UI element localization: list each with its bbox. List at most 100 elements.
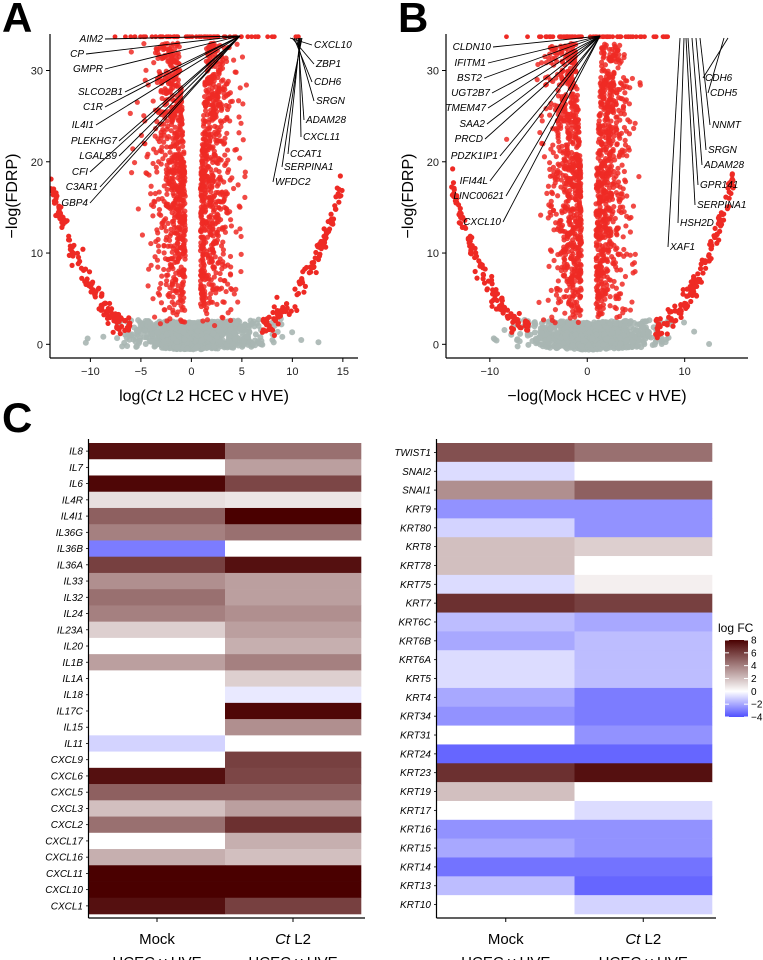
sig-point (574, 126, 580, 132)
sig-point (179, 184, 185, 190)
sig-point (551, 169, 557, 175)
sig-point (593, 301, 599, 307)
sig-point (207, 124, 213, 130)
tail-point (313, 249, 319, 256)
sig-point (175, 250, 181, 256)
sig-point (627, 307, 634, 313)
sig-point (608, 215, 614, 221)
nonsig-point (231, 336, 238, 343)
sig-point (611, 278, 617, 285)
sig-point (218, 104, 224, 110)
sig-point (596, 294, 602, 300)
sig-point (168, 43, 175, 49)
sig-point (615, 47, 621, 53)
sig-point (242, 173, 248, 180)
sig-point (165, 220, 171, 227)
sig-point (203, 162, 209, 168)
sig-point (217, 277, 224, 283)
sig-point (161, 139, 167, 145)
sig-point (618, 130, 625, 136)
sig-point (167, 181, 173, 187)
nonsig-point (613, 320, 620, 327)
capped-point (157, 34, 163, 40)
sig-point (555, 278, 561, 284)
sig-point (169, 93, 176, 99)
sig-point (164, 278, 170, 284)
sig-point (200, 318, 206, 324)
sig-point (153, 164, 159, 170)
nonsig-point (645, 328, 652, 335)
sig-point (161, 183, 167, 189)
sig-point (566, 135, 572, 142)
sig-point (130, 146, 136, 152)
sig-point (181, 151, 187, 157)
nonsig-point (616, 335, 623, 342)
label-leader-line (124, 35, 241, 93)
sig-point (155, 264, 161, 270)
tail-point (337, 173, 343, 179)
tail-point (55, 209, 61, 216)
tail-point (271, 332, 277, 338)
tail-point (286, 311, 292, 317)
sig-point (217, 61, 223, 67)
tail-point (66, 233, 72, 239)
tail-point (266, 314, 272, 320)
sig-point (597, 80, 603, 87)
sig-point (552, 55, 558, 62)
nonsig-point (609, 329, 616, 336)
sig-point (552, 307, 559, 313)
y-tick-label: 0 (37, 339, 43, 351)
sig-point (540, 317, 547, 323)
sig-point (178, 155, 184, 161)
sig-point (607, 303, 613, 309)
sig-point (178, 303, 184, 309)
sig-point (211, 274, 217, 280)
tail-point (71, 250, 77, 256)
sig-point (613, 285, 619, 291)
sig-point (622, 90, 628, 96)
tail-point (57, 215, 63, 222)
sig-point (163, 228, 169, 234)
nonsig-point (248, 321, 255, 328)
sig-point (570, 98, 576, 104)
label-leader-line (118, 35, 241, 157)
sig-point (606, 276, 612, 283)
sig-point (167, 144, 174, 150)
tail-point (325, 218, 331, 225)
sig-point (180, 282, 186, 288)
sig-point (555, 265, 561, 271)
sig-point (201, 169, 207, 175)
tail-point (69, 262, 75, 268)
sig-point (167, 316, 173, 322)
sig-point (158, 161, 164, 167)
sig-point (596, 235, 602, 242)
sig-point (558, 250, 564, 256)
tail-point (328, 211, 334, 217)
sig-point (565, 52, 571, 59)
sig-point (143, 170, 149, 176)
nonsig-point (154, 329, 161, 336)
sig-point (606, 152, 613, 158)
sig-point (216, 71, 222, 77)
sig-point (230, 185, 237, 192)
sig-point (233, 286, 239, 292)
sig-point (595, 208, 602, 214)
sig-point (211, 192, 218, 199)
nonsig-point (162, 345, 169, 352)
sig-point (211, 249, 217, 255)
sig-point (601, 50, 607, 57)
sig-point (546, 160, 553, 166)
label-leader-line (298, 37, 302, 138)
tail-point (84, 276, 90, 282)
x-tick-label: 0 (188, 366, 194, 378)
nonsig-point (622, 317, 629, 324)
sig-point (169, 282, 176, 288)
tail-point (112, 311, 118, 317)
sig-point (208, 229, 214, 235)
sig-point (561, 186, 567, 193)
gene-label: CFI (72, 167, 88, 178)
sig-point (148, 240, 154, 247)
nonsig-point (206, 335, 213, 342)
sig-point (556, 144, 562, 150)
sig-point (219, 226, 226, 232)
